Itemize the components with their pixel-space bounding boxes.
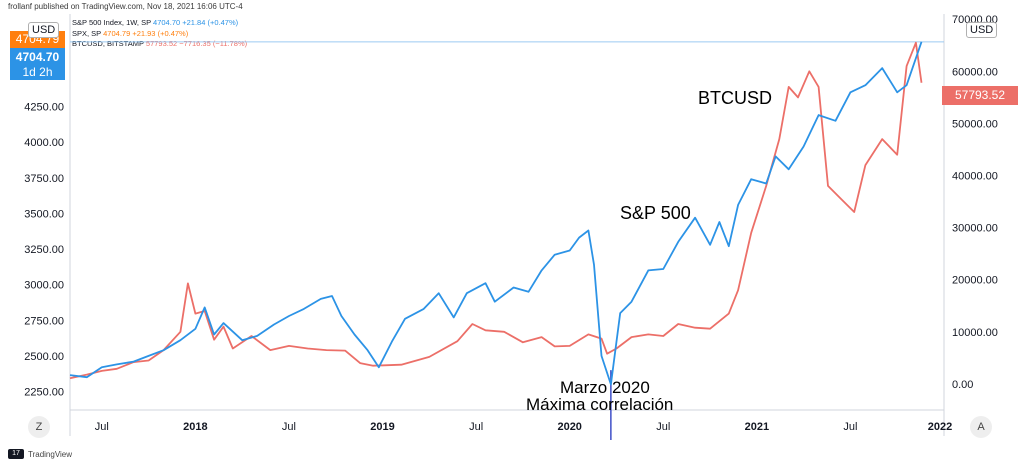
left-tick-label: 2250.00	[24, 386, 64, 398]
x-tick-label: Jul	[843, 421, 857, 433]
legend-row-spx[interactable]: SPX, SP 4704.79 +21.93 (+0.47%)	[72, 29, 247, 40]
sp500-countdown: 1d 2h	[22, 65, 53, 79]
annotation-sp500: S&P 500	[620, 203, 691, 223]
legend-btc-values: 57793.52 −7716.35 (−11.78%)	[145, 39, 248, 48]
left-tick-label: 3500.00	[24, 208, 64, 220]
footer-brand: TradingView	[28, 449, 73, 459]
tradingview-logo-icon: 17	[8, 449, 24, 459]
legend-row-btc[interactable]: BTCUSD, BITSTAMP 57793.52 −7716.35 (−11.…	[72, 39, 247, 50]
left-tick-label: 3000.00	[24, 280, 64, 292]
left-tick-label: 4000.00	[24, 137, 64, 149]
auto-scale-button[interactable]: A	[970, 416, 992, 438]
annotation-marzo-2020: Marzo 2020	[560, 378, 650, 397]
right-tick-label: 20000.00	[952, 275, 998, 287]
left-scale-currency[interactable]: USD	[28, 22, 60, 38]
left-tick-label: 3750.00	[24, 173, 64, 185]
left-tick-label: 3250.00	[24, 244, 64, 256]
right-tick-label: 60000.00	[952, 66, 998, 78]
left-tick-label: 2500.00	[24, 351, 64, 363]
annotation-btcusd: BTCUSD	[698, 88, 772, 108]
x-tick-label: Jul	[656, 421, 670, 433]
btc-series-line	[69, 41, 923, 380]
legend-btc-name: BTCUSD, BITSTAMP	[72, 39, 144, 48]
legend-sp500-values: 4704.70 +21.84 (+0.47%)	[153, 18, 239, 27]
right-tick-label: 50000.00	[952, 118, 998, 130]
legend-row-sp500[interactable]: S&P 500 Index, 1W, SP 4704.70 +21.84 (+0…	[72, 18, 247, 29]
footer: 17 TradingView	[8, 449, 72, 459]
right-tick-label: 40000.00	[952, 171, 998, 183]
annotation-maxima-correlacion: Máxima correlación	[526, 395, 673, 414]
x-tick-label: 2020	[557, 421, 581, 433]
left-tick-label: 4250.00	[24, 102, 64, 114]
btc-price-tag: 57793.52	[942, 86, 1018, 105]
right-scale-currency[interactable]: USD	[966, 22, 998, 38]
x-tick-label: Jul	[469, 421, 483, 433]
left-tick-label: 2750.00	[24, 315, 64, 327]
x-tick-label: Jul	[282, 421, 296, 433]
x-tick-label: 2021	[745, 421, 769, 433]
right-tick-label: 0.00	[952, 379, 973, 391]
x-tick-label: Jul	[95, 421, 109, 433]
zoom-button[interactable]: Z	[28, 416, 50, 438]
right-tick-label: 10000.00	[952, 327, 998, 339]
sp500-price-tag: 4704.70 1d 2h	[10, 48, 65, 80]
publisher-line: frollanf published on TradingView.com, N…	[8, 2, 243, 11]
x-tick-label: 2022	[928, 421, 952, 433]
x-tick-label: 2019	[370, 421, 394, 433]
sp500-price: 4704.70	[15, 50, 60, 64]
legend: S&P 500 Index, 1W, SP 4704.70 +21.84 (+0…	[72, 18, 247, 50]
sp500-series-line	[69, 41, 923, 386]
legend-spx-name: SPX, SP	[72, 28, 102, 38]
x-tick-label: 2018	[183, 421, 207, 433]
legend-sp500-name: S&P 500 Index, 1W, SP	[72, 18, 151, 27]
right-tick-label: 30000.00	[952, 223, 998, 235]
legend-spx-values: 4704.79 +21.93 (+0.47%)	[103, 28, 189, 38]
